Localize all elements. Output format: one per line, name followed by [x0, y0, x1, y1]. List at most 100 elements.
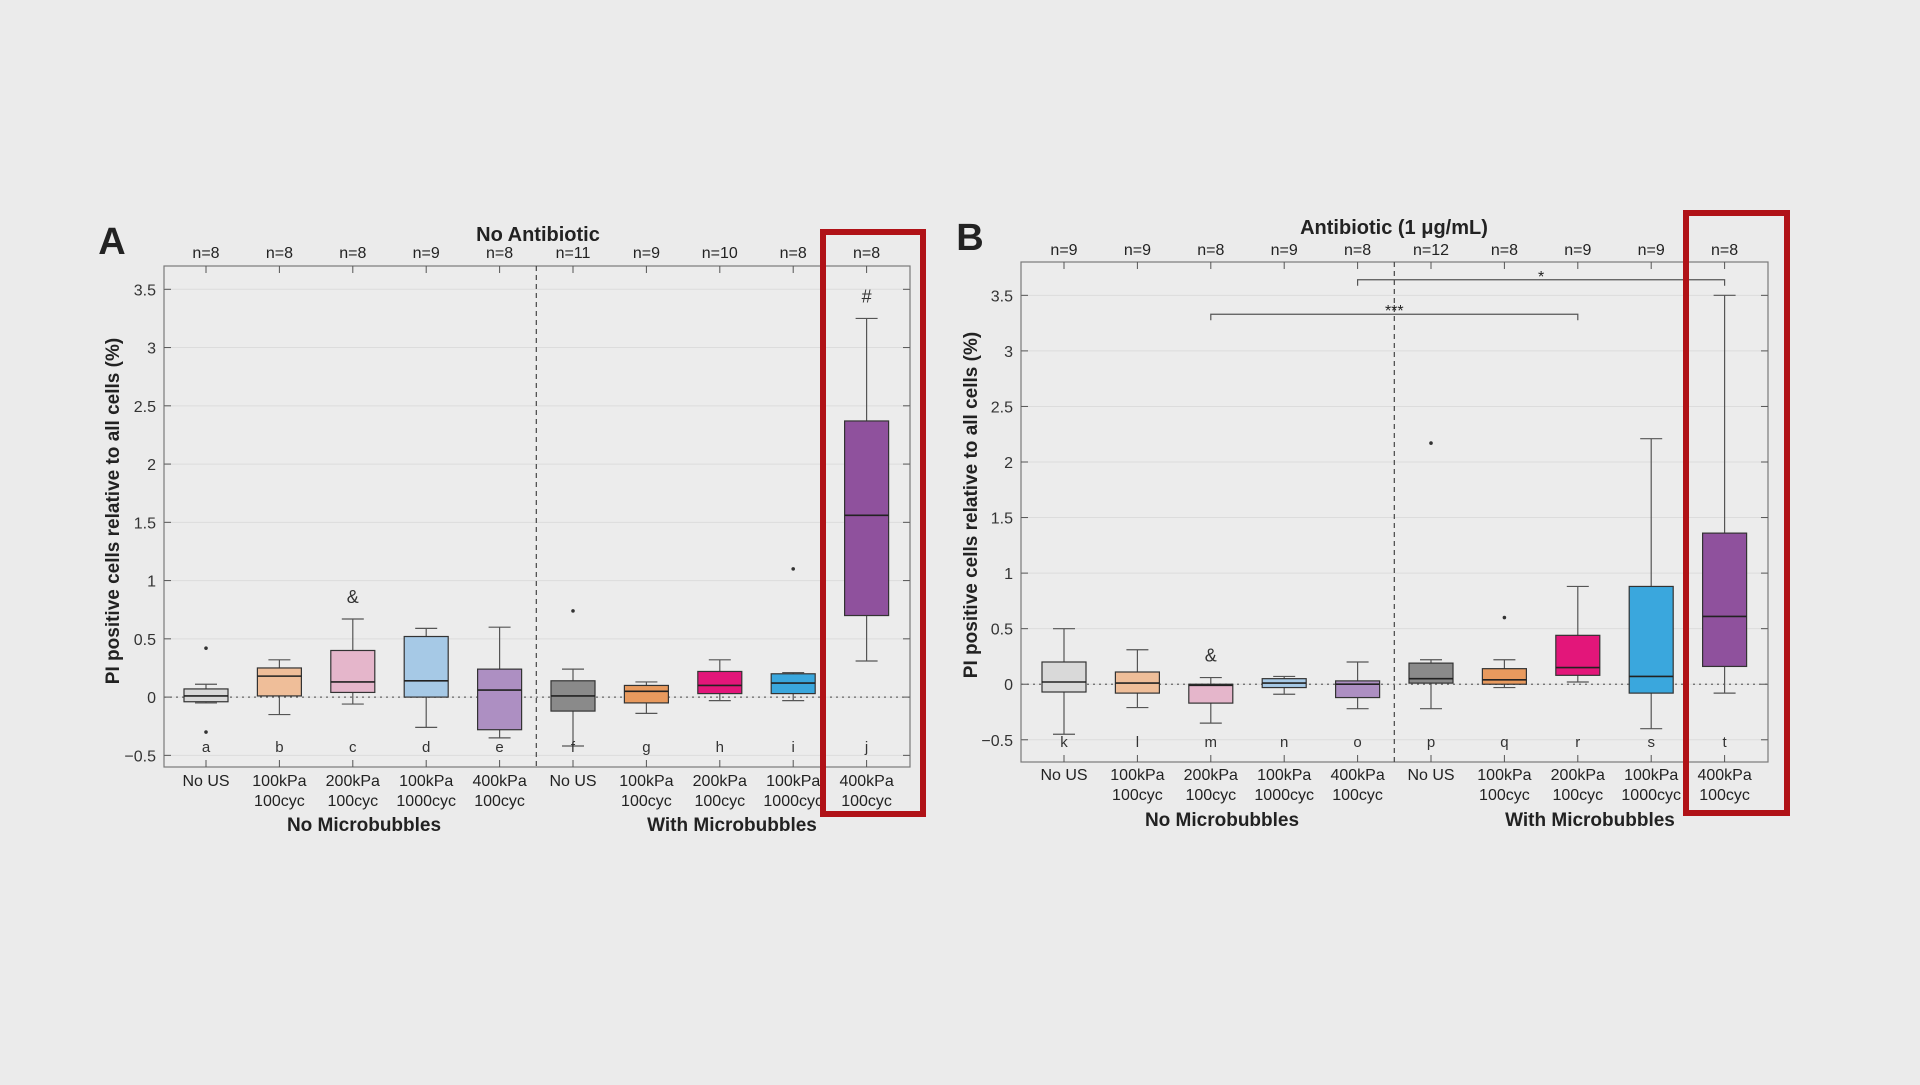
- category-label: No US: [1407, 767, 1454, 784]
- box-letter: p: [1427, 734, 1435, 751]
- box-letter: g: [642, 739, 650, 756]
- category-label: 200kPa: [326, 773, 380, 790]
- sample-size-label: n=9: [1124, 242, 1151, 259]
- box-l: n=9 l 100kPa 100cyc: [1110, 242, 1164, 804]
- category-label: 100cyc: [841, 793, 892, 810]
- y-tick-label: 3: [147, 341, 156, 358]
- outlier-point: [1429, 441, 1433, 445]
- y-tick-label: 0.5: [991, 622, 1013, 639]
- box-t: n=8 t 400kPa 100cyc: [1697, 242, 1751, 804]
- y-tick-label: 1: [1004, 566, 1013, 583]
- box-r: n=9 r 200kPa 100cyc: [1551, 242, 1605, 804]
- sample-size-label: n=9: [1638, 242, 1665, 259]
- group-label-no-microbubbles: No Microbubbles: [287, 815, 441, 836]
- box-g: n=9 g 100kPa 100cyc: [619, 245, 673, 810]
- category-label: 100cyc: [621, 793, 672, 810]
- sample-size-label: n=8: [486, 245, 513, 262]
- outlier-point: [1502, 615, 1507, 620]
- box-annotation: #: [862, 286, 872, 306]
- category-label: 100cyc: [1699, 787, 1750, 804]
- sample-size-label: n=8: [1197, 242, 1224, 259]
- category-label: 1000cyc: [1254, 787, 1314, 804]
- box-letter: t: [1723, 734, 1728, 751]
- y-tick-label: 3.5: [991, 288, 1013, 305]
- box-iqr: [843, 420, 890, 617]
- panel-label: A: [98, 221, 125, 263]
- box-b: n=8 b 100kPa 100cyc: [252, 245, 306, 810]
- box-iqr: [1334, 680, 1381, 699]
- y-tick-label: −0.5: [124, 748, 156, 765]
- box-iqr: [697, 670, 743, 695]
- sample-size-label: n=9: [633, 245, 660, 262]
- box-letter: e: [495, 739, 503, 756]
- box-j: # n=8 j 400kPa 100cyc: [839, 245, 893, 810]
- bracket-line: [1357, 279, 1726, 286]
- sample-size-label: n=9: [413, 245, 440, 262]
- category-label: 100cyc: [254, 793, 305, 810]
- y-tick-label: 0.5: [134, 632, 156, 649]
- box-i: n=8 i 100kPa 1000cyc: [763, 245, 823, 810]
- box-p: n=12 p No US: [1407, 242, 1454, 784]
- category-label: 100kPa: [619, 773, 673, 790]
- category-label: 100kPa: [252, 773, 306, 790]
- box-letter: a: [202, 739, 211, 756]
- box-letter: b: [275, 739, 283, 756]
- sample-size-label: n=9: [1050, 242, 1077, 259]
- sample-size-label: n=9: [1564, 242, 1591, 259]
- box-e: n=8 e 400kPa 100cyc: [472, 245, 526, 810]
- category-label: 400kPa: [1330, 767, 1384, 784]
- box-letter: q: [1500, 734, 1508, 751]
- group-label-with-microbubbles: With Microbubbles: [1505, 810, 1675, 831]
- group-label-with-microbubbles: With Microbubbles: [647, 815, 817, 836]
- box-s: n=9 s 100kPa 1000cyc: [1621, 242, 1681, 804]
- category-label: 100kPa: [399, 773, 453, 790]
- sample-size-label: n=8: [780, 245, 807, 262]
- highlight-box-j: [820, 229, 926, 817]
- sample-size-label: n=10: [702, 245, 738, 262]
- box-letter: o: [1353, 734, 1361, 751]
- category-label: 1000cyc: [763, 793, 823, 810]
- sample-size-label: n=8: [1344, 242, 1371, 259]
- box-h: n=10 h 200kPa 100cyc: [693, 245, 747, 810]
- chart-title: Antibiotic (1 μg/mL): [1300, 217, 1488, 239]
- box-k: n=9 k No US: [1040, 242, 1087, 784]
- y-tick-label: 2: [1004, 455, 1013, 472]
- significance-bracket: *: [1357, 269, 1726, 286]
- category-label: 100kPa: [1477, 767, 1531, 784]
- group-label-no-microbubbles: No Microbubbles: [1145, 810, 1299, 831]
- box-letter: r: [1575, 734, 1580, 751]
- significance-label: *: [1538, 269, 1544, 286]
- box-annotation: &: [1205, 646, 1217, 666]
- box-iqr: [330, 649, 376, 694]
- box-iqr: [256, 667, 302, 697]
- box-iqr: [403, 635, 449, 698]
- category-label: 100kPa: [1110, 767, 1164, 784]
- category-label: 400kPa: [1697, 767, 1751, 784]
- box-m: & n=8 m 200kPa 100cyc: [1184, 242, 1238, 804]
- category-label: 200kPa: [1184, 767, 1238, 784]
- box-iqr: [1481, 668, 1528, 685]
- category-label: 100kPa: [1624, 767, 1678, 784]
- category-label: No US: [182, 773, 229, 790]
- box-q: n=8 q 100kPa 100cyc: [1477, 242, 1531, 804]
- category-label: 200kPa: [693, 773, 747, 790]
- panel-label: B: [956, 217, 983, 259]
- category-label: 400kPa: [839, 773, 893, 790]
- box-letter: s: [1647, 734, 1655, 751]
- box-iqr: [1188, 683, 1234, 704]
- box-iqr: [623, 684, 670, 704]
- box-iqr: [1628, 585, 1674, 694]
- outlier-point: [204, 646, 208, 650]
- box-letter: h: [716, 739, 724, 756]
- sample-size-label: n=12: [1413, 242, 1449, 259]
- sample-size-label: n=8: [192, 245, 219, 262]
- box-c: & n=8 c 200kPa 100cyc: [326, 245, 380, 810]
- outlier-point: [791, 567, 795, 571]
- highlight-box-t: [1683, 210, 1790, 816]
- sample-size-label: n=11: [556, 245, 591, 262]
- category-label: No US: [549, 773, 596, 790]
- box-letter: d: [422, 739, 430, 756]
- box-iqr: [477, 668, 523, 731]
- box-iqr: [1701, 532, 1748, 668]
